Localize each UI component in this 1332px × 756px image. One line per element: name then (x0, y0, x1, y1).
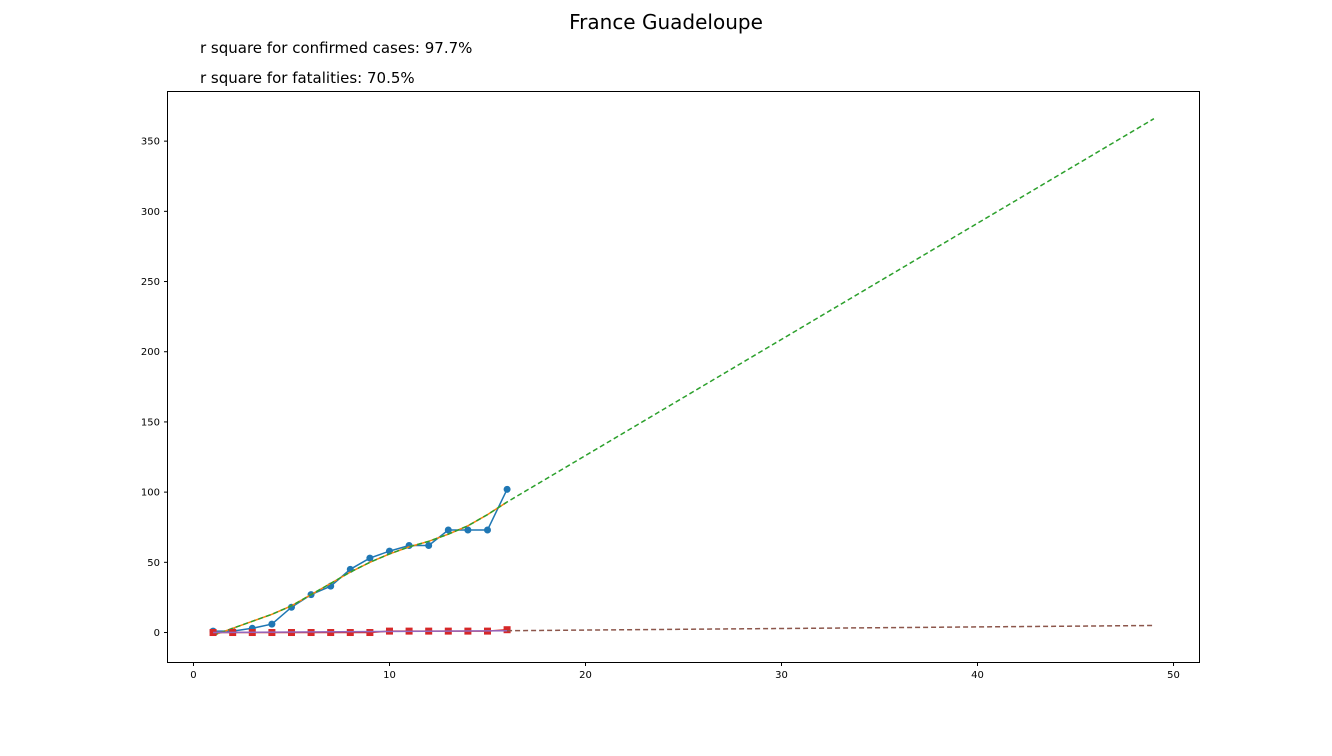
fatalities-observed-point (209, 629, 217, 637)
fatalities-observed-point (346, 629, 354, 637)
y-tick-label: 50 (147, 558, 160, 569)
confirmed-observed-point (503, 485, 511, 493)
confirmed-observed-point (268, 620, 276, 628)
confirmed-fit-line (212, 501, 508, 637)
fatalities-observed-point (366, 629, 374, 637)
y-tick-label: 300 (141, 207, 160, 218)
y-tick-label: 250 (141, 277, 160, 288)
r-square-confirmed-annotation: r square for confirmed cases: 97.7% (200, 39, 473, 57)
r-square-fatalities-annotation: r square for fatalities: 70.5% (200, 69, 415, 87)
fatalities-fit-line (213, 629, 508, 634)
confirmed-observed-point (483, 526, 491, 534)
confirmed-observed-point (444, 526, 452, 534)
confirmed-observed-point (425, 541, 433, 549)
fatalities-projection-line (507, 624, 1154, 632)
y-tick-label: 150 (141, 417, 160, 428)
x-tick-label: 20 (579, 670, 592, 681)
confirmed-observed-line (213, 488, 508, 632)
axis-layer: 0 10 20 30 40 50 0 50 100 150 200 250 300 350 (141, 137, 1180, 681)
confirmed-observed-point (464, 526, 472, 534)
confirmed-projection-line (212, 118, 1155, 637)
y-tick-label: 350 (141, 137, 160, 148)
x-tick-label: 10 (383, 670, 396, 681)
fatalities-observed-point (503, 626, 511, 634)
confirmed-observed-point (366, 554, 374, 562)
series-layer (209, 118, 1155, 637)
x-tick-label: 30 (775, 670, 788, 681)
plot-area-frame (167, 91, 1200, 663)
y-tick-label: 0 (154, 628, 160, 639)
x-tick-label: 0 (190, 670, 196, 681)
x-tick-label: 40 (971, 670, 984, 681)
y-tick-label: 100 (141, 488, 160, 499)
y-tick-label: 200 (141, 347, 160, 358)
chart-title: France Guadeloupe (569, 10, 763, 34)
x-tick-label: 50 (1167, 670, 1180, 681)
